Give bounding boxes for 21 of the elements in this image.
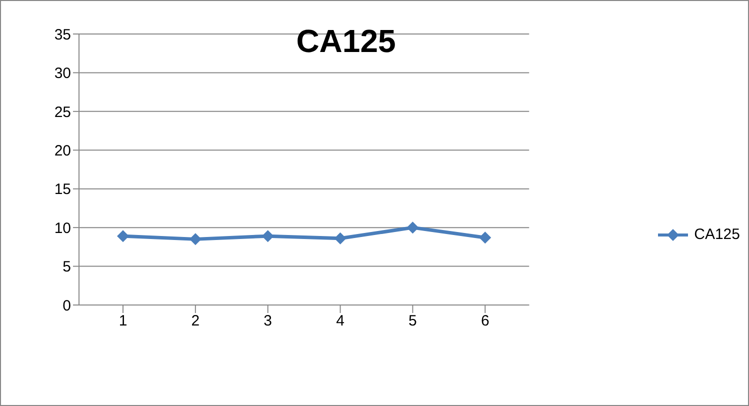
x-tick-label: 2 bbox=[191, 312, 200, 330]
point bbox=[406, 222, 419, 234]
x-tick-label: 4 bbox=[336, 312, 344, 330]
y-tick-label: 10 bbox=[54, 220, 71, 237]
point bbox=[479, 232, 492, 244]
y-tick-label: 15 bbox=[54, 181, 71, 198]
y-tick-label: 30 bbox=[54, 65, 71, 82]
legend-label: CA125 bbox=[694, 226, 740, 243]
y-tick-label: 0 bbox=[62, 297, 71, 314]
y-tick-label: 20 bbox=[54, 142, 71, 160]
x-tick-label: 6 bbox=[480, 312, 490, 330]
chart-title: CA125 bbox=[295, 23, 397, 60]
x-tick-label: 3 bbox=[264, 312, 272, 330]
y-tick-label: 5 bbox=[62, 258, 71, 276]
x-tick-label: 1 bbox=[118, 312, 128, 330]
point bbox=[117, 230, 129, 242]
point bbox=[189, 233, 202, 246]
point bbox=[262, 230, 274, 242]
y-tick-label: 35 bbox=[54, 26, 71, 44]
y-tick-label: 25 bbox=[54, 104, 71, 121]
x-tick-label: 5 bbox=[408, 312, 417, 330]
